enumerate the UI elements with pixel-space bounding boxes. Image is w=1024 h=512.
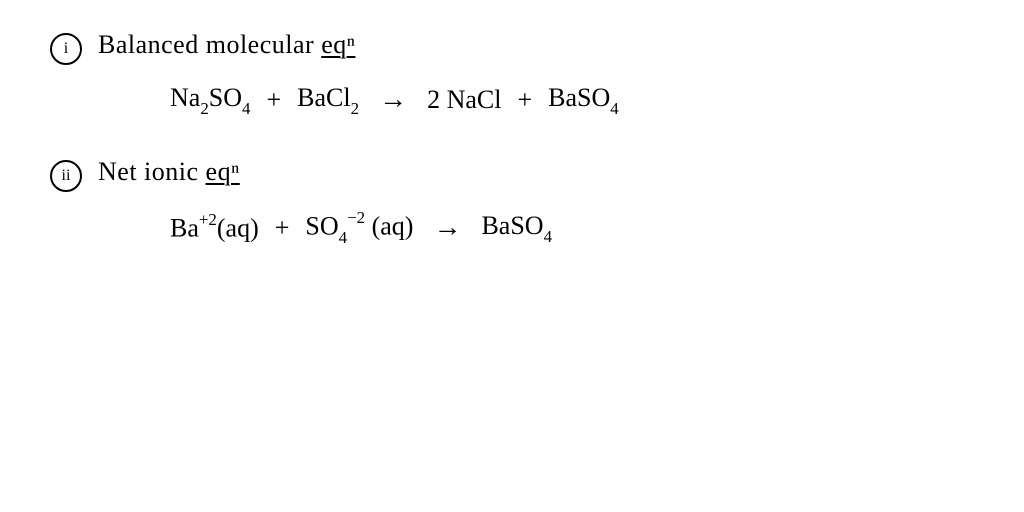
eq1-p2-a: BaSO xyxy=(548,83,610,112)
eq2-r2-sub: 4 xyxy=(339,228,347,247)
eq1-plus-1: + xyxy=(264,85,283,115)
eq1-p1-coef: 2 xyxy=(427,85,447,114)
eq2-reactant-2: SO4−2 (aq) xyxy=(305,210,413,246)
eq1-r1-sub2: 4 xyxy=(242,99,250,118)
eq2-reactant-1: Ba+2(aq) xyxy=(170,212,259,244)
eq2-r1-a: Ba xyxy=(170,214,199,243)
eq1-r1-a: Na xyxy=(170,83,200,112)
heading-1-suffix: eqⁿ xyxy=(321,30,355,59)
eq2-arrow: → xyxy=(427,212,467,244)
eq2-r1-sup: +2 xyxy=(199,210,217,229)
heading-1: Balanced molecular eqⁿ xyxy=(98,30,355,60)
section-2-heading-line: ii Net ionic eqⁿ xyxy=(50,157,974,192)
eq2-r2-state: (aq) xyxy=(372,212,414,241)
eq2-plus-1: + xyxy=(273,213,292,243)
eq1-r2-a: BaCl xyxy=(297,83,350,112)
bullet-1: i xyxy=(50,33,82,65)
eq2-p1-sub: 4 xyxy=(544,227,552,246)
heading-2: Net ionic eqⁿ xyxy=(98,157,240,187)
heading-2-prefix: Net ionic xyxy=(98,157,206,186)
eq1-r2-sub1: 2 xyxy=(351,99,359,118)
eq2-r1-state: (aq) xyxy=(217,214,259,243)
section-1-heading-line: i Balanced molecular eqⁿ xyxy=(50,30,974,65)
eq2-r2-sup: −2 xyxy=(347,208,365,227)
eq1-r1-sub1: 2 xyxy=(200,99,208,118)
eq1-reactant-2: BaCl2 xyxy=(297,83,359,117)
heading-1-prefix: Balanced molecular xyxy=(98,30,321,59)
equation-1: Na2SO4 + BaCl2 → 2 NaCl + BaSO4 xyxy=(170,83,974,117)
eq2-p1-a: BaSO xyxy=(481,211,543,240)
eq1-plus-2: + xyxy=(515,85,534,115)
eq2-product-1: BaSO4 xyxy=(481,211,552,245)
eq1-p1-a: NaCl xyxy=(447,85,502,114)
eq1-p2-sub1: 4 xyxy=(610,99,618,118)
eq1-reactant-1: Na2SO4 xyxy=(170,83,250,117)
eq1-product-1: 2 NaCl xyxy=(427,85,501,115)
equation-2: Ba+2(aq) + SO4−2 (aq) → BaSO4 xyxy=(170,210,974,246)
bullet-2: ii xyxy=(50,160,82,192)
eq1-r1-b: SO xyxy=(209,83,242,112)
heading-2-suffix: eqⁿ xyxy=(206,157,240,186)
eq1-arrow: → xyxy=(373,84,413,116)
eq1-product-2: BaSO4 xyxy=(548,83,619,117)
page: i Balanced molecular eqⁿ Na2SO4 + BaCl2 … xyxy=(0,0,1024,512)
eq2-r2-a: SO xyxy=(305,212,338,241)
